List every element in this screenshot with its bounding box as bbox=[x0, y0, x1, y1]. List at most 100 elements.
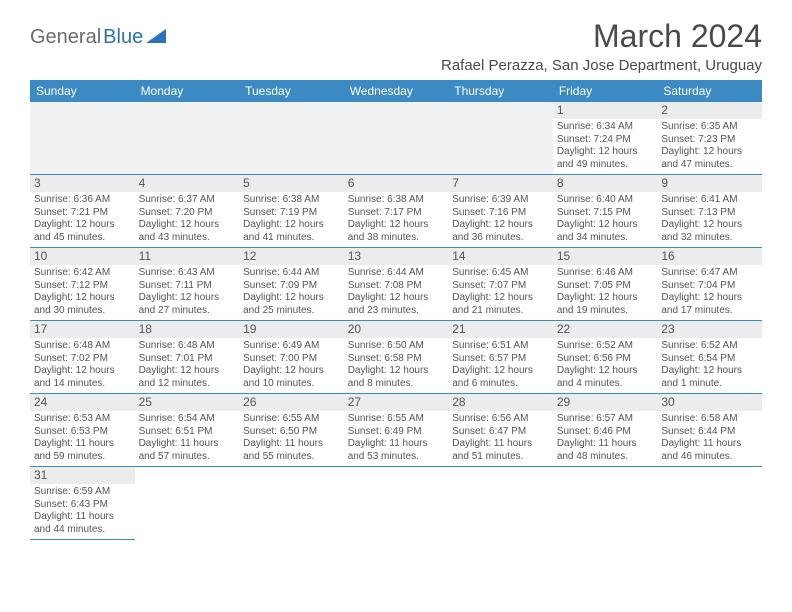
sunrise-line: Sunrise: 6:49 AM bbox=[243, 340, 340, 353]
calendar-cell-empty bbox=[239, 102, 344, 175]
daylight-line: Daylight: 11 hours bbox=[34, 511, 131, 524]
logo-text-blue: Blue bbox=[103, 26, 143, 49]
daylight-line: Daylight: 12 hours bbox=[139, 219, 236, 232]
daylight-line: Daylight: 12 hours bbox=[557, 365, 654, 378]
daylight-line: Daylight: 12 hours bbox=[661, 292, 758, 305]
sunrise-line: Sunrise: 6:39 AM bbox=[452, 194, 549, 207]
sunset-line: Sunset: 7:16 PM bbox=[452, 207, 549, 220]
day-number: 31 bbox=[30, 467, 135, 484]
daylight-line: Daylight: 12 hours bbox=[452, 365, 549, 378]
calendar-cell: 13Sunrise: 6:44 AMSunset: 7:08 PMDayligh… bbox=[344, 248, 449, 321]
calendar-cell: 18Sunrise: 6:48 AMSunset: 7:01 PMDayligh… bbox=[135, 321, 240, 394]
day-number: 7 bbox=[448, 175, 553, 192]
sunset-line: Sunset: 7:20 PM bbox=[139, 207, 236, 220]
daylight-line: Daylight: 12 hours bbox=[452, 292, 549, 305]
sunset-line: Sunset: 7:23 PM bbox=[661, 134, 758, 147]
daylight-line: and 12 minutes. bbox=[139, 378, 236, 391]
daylight-line: Daylight: 11 hours bbox=[661, 438, 758, 451]
daylight-line: Daylight: 12 hours bbox=[661, 219, 758, 232]
day-number: 11 bbox=[135, 248, 240, 265]
calendar-cell: 8Sunrise: 6:40 AMSunset: 7:15 PMDaylight… bbox=[553, 175, 658, 248]
sunset-line: Sunset: 7:15 PM bbox=[557, 207, 654, 220]
day-number: 3 bbox=[30, 175, 135, 192]
sunrise-line: Sunrise: 6:57 AM bbox=[557, 413, 654, 426]
daylight-line: Daylight: 12 hours bbox=[557, 146, 654, 159]
daylight-line: and 47 minutes. bbox=[661, 159, 758, 172]
calendar-cell: 7 Sunrise: 6:39 AMSunset: 7:16 PMDaylight… bbox=[448, 175, 553, 248]
sunrise-line: Sunrise: 6:48 AM bbox=[34, 340, 131, 353]
logo-icon bbox=[146, 29, 166, 48]
sunset-line: Sunset: 6:44 PM bbox=[661, 426, 758, 439]
sunrise-line: Sunrise: 6:58 AM bbox=[661, 413, 758, 426]
daylight-line: and 4 minutes. bbox=[557, 378, 654, 391]
calendar-cell: 17Sunrise: 6:48 AMSunset: 7:02 PMDayligh… bbox=[30, 321, 135, 394]
day-number: 17 bbox=[30, 321, 135, 338]
day-number: 12 bbox=[239, 248, 344, 265]
sunrise-line: Sunrise: 6:40 AM bbox=[557, 194, 654, 207]
daylight-line: and 19 minutes. bbox=[557, 305, 654, 318]
calendar-cell: 28Sunrise: 6:56 AMSunset: 6:47 PMDayligh… bbox=[448, 394, 553, 467]
day-header: Tuesday bbox=[239, 80, 344, 102]
day-number: 5 bbox=[239, 175, 344, 192]
sunset-line: Sunset: 7:04 PM bbox=[661, 280, 758, 293]
calendar-cell: 15Sunrise: 6:46 AMSunset: 7:05 PMDayligh… bbox=[553, 248, 658, 321]
sunrise-line: Sunrise: 6:46 AM bbox=[557, 267, 654, 280]
sunrise-line: Sunrise: 6:41 AM bbox=[661, 194, 758, 207]
calendar-cell: 5Sunrise: 6:38 AMSunset: 7:19 PMDaylight… bbox=[239, 175, 344, 248]
sunrise-line: Sunrise: 6:45 AM bbox=[452, 267, 549, 280]
daylight-line: Daylight: 12 hours bbox=[139, 292, 236, 305]
calendar-week-row: 31Sunrise: 6:59 AMSunset: 6:43 PMDayligh… bbox=[30, 467, 762, 540]
sunset-line: Sunset: 7:17 PM bbox=[348, 207, 445, 220]
daylight-line: Daylight: 12 hours bbox=[661, 365, 758, 378]
daylight-line: and 44 minutes. bbox=[34, 524, 131, 537]
daylight-line: and 43 minutes. bbox=[139, 232, 236, 245]
sunset-line: Sunset: 7:12 PM bbox=[34, 280, 131, 293]
daylight-line: and 1 minute. bbox=[661, 378, 758, 391]
sunrise-line: Sunrise: 6:34 AM bbox=[557, 121, 654, 134]
day-number: 10 bbox=[30, 248, 135, 265]
calendar-cell: 4Sunrise: 6:37 AMSunset: 7:20 PMDaylight… bbox=[135, 175, 240, 248]
sunset-line: Sunset: 7:08 PM bbox=[348, 280, 445, 293]
day-number: 13 bbox=[344, 248, 449, 265]
page-title: March 2024 bbox=[441, 18, 762, 55]
day-number: 14 bbox=[448, 248, 553, 265]
calendar-table: SundayMondayTuesdayWednesdayThursdayFrid… bbox=[30, 80, 762, 540]
calendar-cell-empty bbox=[135, 102, 240, 175]
day-number: 26 bbox=[239, 394, 344, 411]
calendar-week-row: 1Sunrise: 6:34 AMSunset: 7:24 PMDaylight… bbox=[30, 102, 762, 175]
day-header: Saturday bbox=[657, 80, 762, 102]
sunset-line: Sunset: 7:24 PM bbox=[557, 134, 654, 147]
daylight-line: Daylight: 12 hours bbox=[139, 365, 236, 378]
sunset-line: Sunset: 6:43 PM bbox=[34, 499, 131, 512]
day-number: 9 bbox=[657, 175, 762, 192]
day-number: 6 bbox=[344, 175, 449, 192]
daylight-line: and 51 minutes. bbox=[452, 451, 549, 464]
calendar-cell-empty bbox=[135, 467, 240, 540]
daylight-line: Daylight: 11 hours bbox=[557, 438, 654, 451]
daylight-line: Daylight: 12 hours bbox=[243, 365, 340, 378]
day-number: 16 bbox=[657, 248, 762, 265]
daylight-line: Daylight: 11 hours bbox=[452, 438, 549, 451]
sunrise-line: Sunrise: 6:50 AM bbox=[348, 340, 445, 353]
day-number: 24 bbox=[30, 394, 135, 411]
calendar-cell-empty bbox=[30, 102, 135, 175]
logo-text-general: General bbox=[30, 26, 101, 49]
daylight-line: and 27 minutes. bbox=[139, 305, 236, 318]
calendar-cell: 20Sunrise: 6:50 AMSunset: 6:58 PMDayligh… bbox=[344, 321, 449, 394]
sunset-line: Sunset: 7:01 PM bbox=[139, 353, 236, 366]
daylight-line: Daylight: 12 hours bbox=[452, 219, 549, 232]
calendar-cell: 10Sunrise: 6:42 AMSunset: 7:12 PMDayligh… bbox=[30, 248, 135, 321]
day-number: 15 bbox=[553, 248, 658, 265]
calendar-cell-empty bbox=[344, 102, 449, 175]
calendar-cell-empty bbox=[344, 467, 449, 540]
calendar-cell-empty bbox=[239, 467, 344, 540]
calendar-cell: 23Sunrise: 6:52 AMSunset: 6:54 PMDayligh… bbox=[657, 321, 762, 394]
daylight-line: and 34 minutes. bbox=[557, 232, 654, 245]
daylight-line: Daylight: 12 hours bbox=[34, 292, 131, 305]
daylight-line: Daylight: 12 hours bbox=[557, 292, 654, 305]
sunrise-line: Sunrise: 6:47 AM bbox=[661, 267, 758, 280]
sunrise-line: Sunrise: 6:52 AM bbox=[661, 340, 758, 353]
calendar-cell: 21Sunrise: 6:51 AMSunset: 6:57 PMDayligh… bbox=[448, 321, 553, 394]
daylight-line: Daylight: 12 hours bbox=[34, 219, 131, 232]
calendar-cell: 26Sunrise: 6:55 AMSunset: 6:50 PMDayligh… bbox=[239, 394, 344, 467]
